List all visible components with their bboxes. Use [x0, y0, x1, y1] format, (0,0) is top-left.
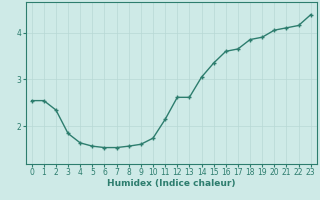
X-axis label: Humidex (Indice chaleur): Humidex (Indice chaleur) — [107, 179, 236, 188]
